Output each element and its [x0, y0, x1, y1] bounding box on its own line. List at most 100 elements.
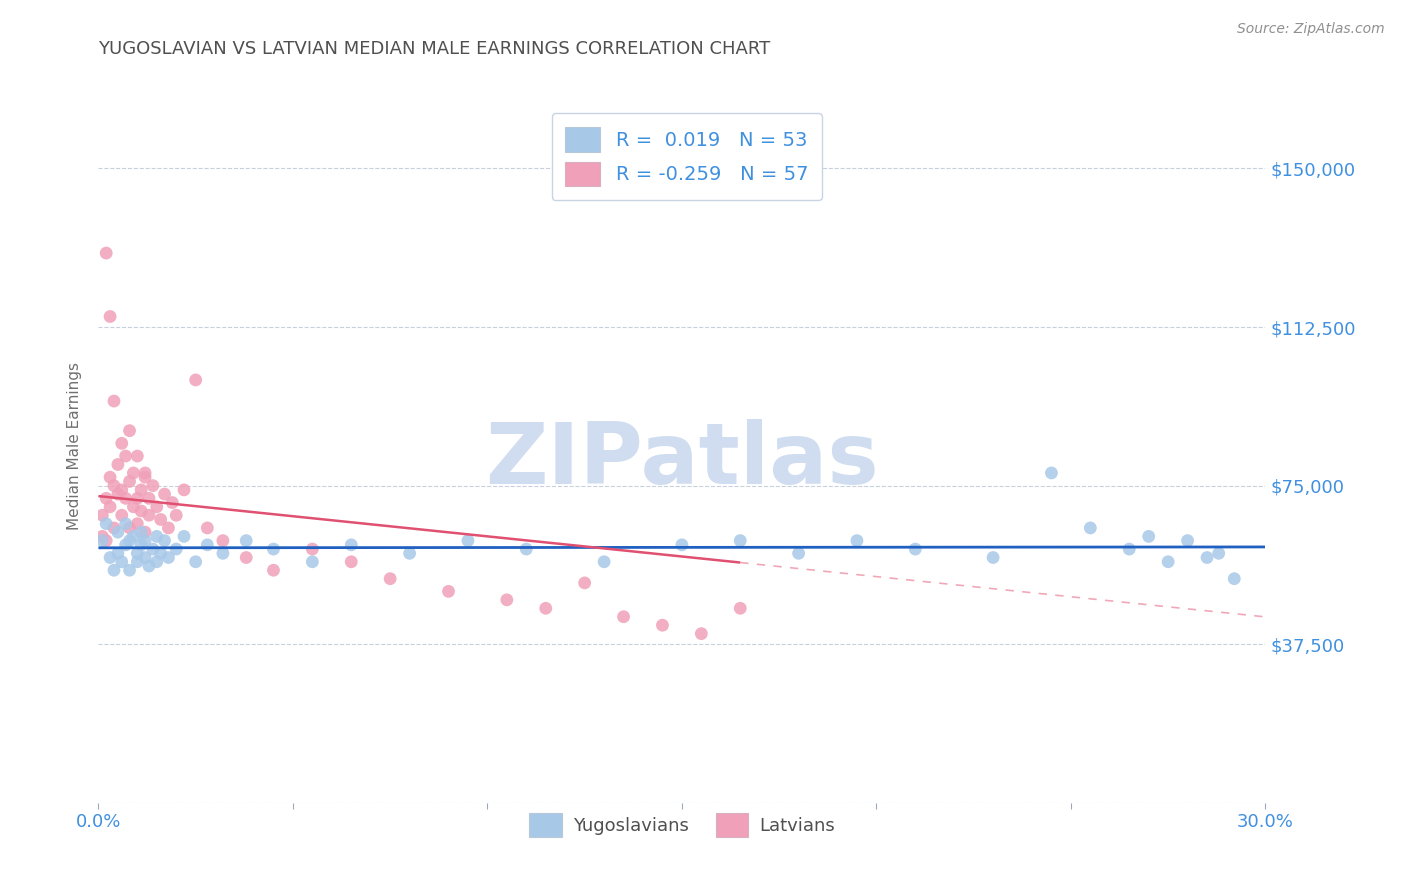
Point [437, 584, 460, 599]
Legend: Yugoslavians, Latvians: Yugoslavians, Latvians [522, 806, 842, 844]
Point [146, 555, 169, 569]
Point [534, 601, 557, 615]
Point [457, 533, 479, 548]
Point [1177, 533, 1199, 548]
Point [146, 529, 169, 543]
Point [651, 618, 673, 632]
Point [195, 521, 218, 535]
Point [157, 521, 180, 535]
Point [122, 466, 145, 480]
Point [1195, 550, 1218, 565]
Point [165, 508, 187, 523]
Point [118, 533, 141, 548]
Point [146, 500, 169, 514]
Point [184, 373, 207, 387]
Point [787, 546, 810, 560]
Point [103, 521, 125, 535]
Point [118, 521, 141, 535]
Text: ZIPatlas: ZIPatlas [485, 418, 879, 502]
Point [1118, 542, 1140, 557]
Point [173, 483, 195, 497]
Point [114, 516, 136, 531]
Point [118, 475, 141, 489]
Point [114, 449, 136, 463]
Point [184, 555, 207, 569]
Point [91, 508, 114, 523]
Point [142, 478, 165, 492]
Point [340, 555, 363, 569]
Point [111, 508, 134, 523]
Point [127, 546, 149, 560]
Point [138, 508, 160, 523]
Text: YUGOSLAVIAN VS LATVIAN MEDIAN MALE EARNINGS CORRELATION CHART: YUGOSLAVIAN VS LATVIAN MEDIAN MALE EARNI… [98, 40, 770, 58]
Point [98, 310, 121, 324]
Point [107, 525, 129, 540]
Point [127, 516, 149, 531]
Point [1208, 546, 1230, 560]
Point [96, 246, 118, 260]
Point [129, 538, 152, 552]
Point [904, 542, 927, 557]
Point [107, 458, 129, 472]
Point [1223, 572, 1246, 586]
Point [1080, 521, 1102, 535]
Point [165, 542, 187, 557]
Point [730, 601, 752, 615]
Point [127, 491, 149, 506]
Point [91, 533, 114, 548]
Point [103, 563, 125, 577]
Point [149, 546, 172, 560]
Point [235, 550, 257, 565]
Point [114, 538, 136, 552]
Point [127, 555, 149, 569]
Point [515, 542, 537, 557]
Point [262, 563, 284, 577]
Point [981, 550, 1004, 565]
Point [398, 546, 420, 560]
Point [496, 592, 519, 607]
Point [195, 538, 218, 552]
Point [162, 495, 184, 509]
Point [690, 626, 713, 640]
Point [235, 533, 257, 548]
Point [173, 529, 195, 543]
Point [149, 512, 172, 526]
Point [98, 550, 121, 565]
Point [96, 533, 118, 548]
Point [846, 533, 869, 548]
Point [118, 563, 141, 577]
Point [301, 542, 323, 557]
Point [129, 483, 152, 497]
Point [96, 491, 118, 506]
Point [103, 394, 125, 409]
Point [138, 491, 160, 506]
Point [613, 609, 636, 624]
Point [114, 491, 136, 506]
Point [111, 483, 134, 497]
Point [98, 470, 121, 484]
Point [122, 529, 145, 543]
Point [730, 533, 752, 548]
Text: Source: ZipAtlas.com: Source: ZipAtlas.com [1237, 22, 1385, 37]
Point [98, 500, 121, 514]
Point [301, 555, 323, 569]
Point [129, 525, 152, 540]
Point [340, 538, 363, 552]
Point [574, 575, 596, 590]
Point [262, 542, 284, 557]
Point [157, 550, 180, 565]
Point [212, 546, 235, 560]
Point [593, 555, 616, 569]
Point [153, 533, 176, 548]
Point [122, 500, 145, 514]
Point [111, 555, 134, 569]
Point [671, 538, 693, 552]
Point [1137, 529, 1160, 543]
Point [96, 516, 118, 531]
Point [142, 542, 165, 557]
Point [91, 529, 114, 543]
Y-axis label: Median Male Earnings: Median Male Earnings [67, 362, 83, 530]
Point [129, 504, 152, 518]
Point [134, 466, 156, 480]
Point [380, 572, 402, 586]
